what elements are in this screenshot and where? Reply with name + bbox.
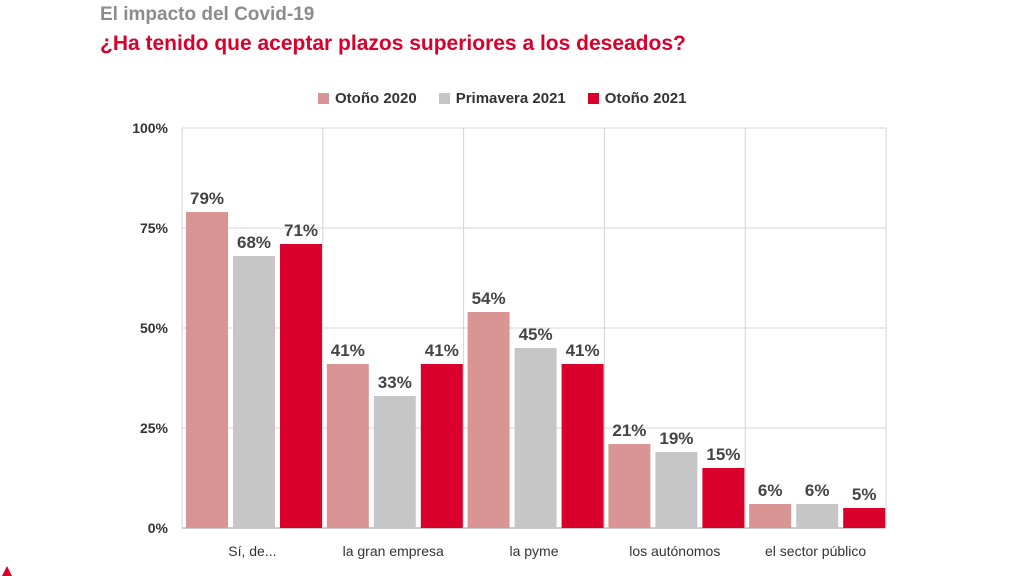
legend-swatch-otono-2021 xyxy=(587,93,599,104)
y-tick-label-0: 0% xyxy=(148,520,169,536)
bar-3-1 xyxy=(655,452,698,528)
bar-3-2 xyxy=(702,468,745,528)
data-label-1-0: 41% xyxy=(331,341,365,360)
data-label-0-0: 79% xyxy=(190,189,224,208)
data-label-3-2: 15% xyxy=(706,445,740,464)
x-tick-label-3: los autónomos xyxy=(629,543,720,559)
bar-1-2 xyxy=(420,364,463,528)
chart-supertitle: El impacto del Covid-19 xyxy=(100,4,315,25)
data-label-4-2: 5% xyxy=(852,485,877,504)
legend-swatch-otono-2020 xyxy=(318,93,329,104)
y-tick-label-25: 25% xyxy=(140,420,169,436)
legend-swatch-primavera-2021 xyxy=(438,93,450,104)
data-label-4-1: 6% xyxy=(805,481,830,500)
bar-2-0 xyxy=(467,312,510,528)
x-tick-label-1: la gran empresa xyxy=(343,543,444,559)
bar-4-0 xyxy=(749,504,792,528)
bar-1-1 xyxy=(373,396,416,528)
bar-0-1 xyxy=(233,256,275,528)
legend-label-otono-2020: Otoño 2020 xyxy=(335,90,417,107)
bar-4-2 xyxy=(843,508,886,528)
bar-4-1 xyxy=(796,504,839,528)
bar-0-0 xyxy=(186,212,228,528)
chart-title: ¿Ha tenido que aceptar plazos superiores… xyxy=(100,32,686,55)
bar-2-2 xyxy=(561,364,604,528)
legend-item-otono-2020: Otoño 2020 xyxy=(318,90,417,107)
legend-label-primavera-2021: Primavera 2021 xyxy=(455,90,566,107)
data-label-3-1: 19% xyxy=(659,429,693,448)
y-tick-label-75: 75% xyxy=(140,220,169,236)
bar-1-0 xyxy=(326,364,369,528)
x-tick-label-2: la pyme xyxy=(509,543,558,559)
y-tick-label-100: 100% xyxy=(132,120,168,136)
legend-item-primavera-2021: Primavera 2021 xyxy=(438,90,566,107)
y-tick-label-50: 50% xyxy=(140,320,169,336)
legend: Otoño 2020 Primavera 2021 Otoño 2021 xyxy=(318,90,686,107)
legend-item-otono-2021: Otoño 2021 xyxy=(587,90,687,107)
data-label-4-0: 6% xyxy=(758,481,783,500)
brand-mark-icon xyxy=(2,566,12,576)
x-tick-label-0: Sí, de... xyxy=(228,543,276,559)
x-tick-label-4: el sector público xyxy=(765,543,866,559)
legend-label-otono-2021: Otoño 2021 xyxy=(604,90,687,107)
data-label-2-1: 45% xyxy=(519,325,553,344)
bar-0-2 xyxy=(280,244,322,528)
data-label-0-1: 68% xyxy=(237,233,271,252)
bar-2-1 xyxy=(514,348,557,528)
data-label-2-0: 54% xyxy=(472,289,506,308)
data-label-2-2: 41% xyxy=(566,341,600,360)
bar-3-0 xyxy=(608,444,651,528)
data-label-1-2: 41% xyxy=(425,341,459,360)
data-label-1-1: 33% xyxy=(378,373,412,392)
data-label-0-2: 71% xyxy=(284,221,318,240)
data-label-3-0: 21% xyxy=(612,421,646,440)
